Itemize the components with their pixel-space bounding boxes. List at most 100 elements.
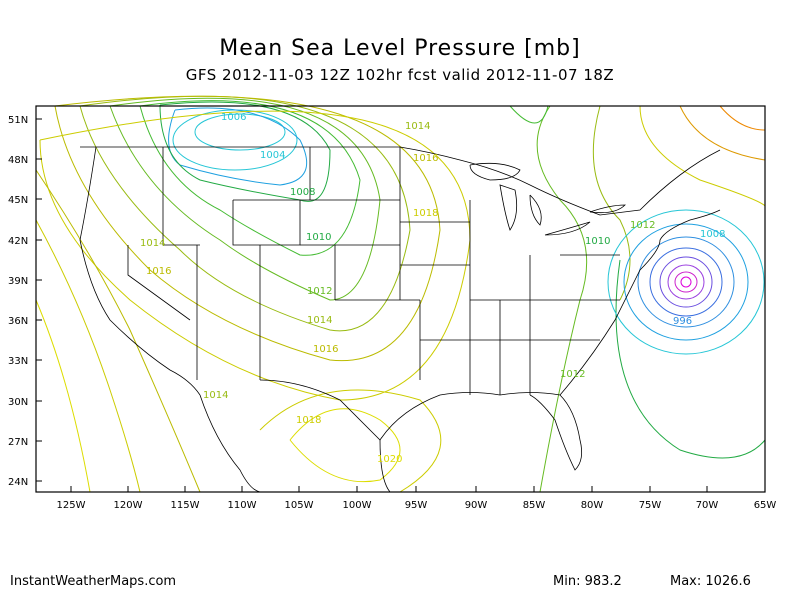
state-line [127,245,191,321]
isobar-storm-3 [637,236,735,328]
contour-label: 1020 [377,454,402,465]
contour-labels: 1006 1004 1008 1010 1012 1014 1016 1018 … [140,112,725,465]
contour-label: 1010 [306,232,331,243]
isobar-storm-outer [615,259,766,459]
max-label-text: Max: [670,574,702,589]
lon-label: 95W [405,500,428,511]
isobar-storm-1 [607,209,765,355]
isobar-maritime-1 [639,105,766,207]
min-label-text: Min: [553,574,581,589]
lon-label: 75W [639,500,662,511]
lat-label: 24N [8,477,28,488]
map-title: Mean Sea Level Pressure [mb] [219,36,581,61]
geography [79,146,721,493]
isobar-west-3 [35,299,91,493]
lon-label: 110W [228,500,257,511]
contour-label: 1018 [413,208,438,219]
contour-label: 1014 [140,238,165,249]
isobar-1020 [289,408,401,483]
lat-label: 33N [8,356,28,367]
contour-label: 1010 [585,236,610,247]
contour-label: 1016 [413,153,438,164]
isobar-storm-5 [659,256,713,308]
min-label: Min: 983.2 [553,574,622,589]
lake-erie [544,221,591,236]
state-line [400,221,520,341]
contour-label: 1014 [203,390,228,401]
us-canada-border [80,146,721,216]
west-coast [79,146,201,396]
lat-label: 36N [8,316,28,327]
lon-label: 90W [465,500,488,511]
lon-label: 105W [285,500,314,511]
contour-label: 1016 [313,344,338,355]
isobar-1018 [39,110,471,401]
lat-label: 27N [8,437,28,448]
lat-axis: 51N 48N 45N 42N 39N 36N 33N 30N 27N 24N [8,115,42,488]
contour-label: 1006 [221,112,246,123]
isobar-1012 [109,97,381,301]
state-line [469,200,531,395]
lat-label: 45N [8,195,28,206]
isobar-east-1014 [592,105,631,301]
isobar-west-2 [35,219,141,493]
lat-label: 30N [8,397,28,408]
gulf-coast-mexico [379,439,391,493]
atlantic-coast [559,209,721,396]
state-line [470,254,620,341]
lake-michigan [499,184,518,231]
isobar-storm-6 [667,264,705,300]
isobar-maritime-3 [719,105,766,131]
lon-label: 65W [754,500,777,511]
isobar-west-1 [35,169,201,493]
isobar-storm-7 [674,271,698,293]
isobar-1016 [54,95,441,362]
isobar-storm-4 [649,247,723,317]
lat-label: 51N [8,115,28,126]
state-line [162,147,200,246]
baja-coast [199,394,261,493]
isobar-1018-south [259,389,442,493]
lon-label: 80W [581,500,604,511]
map-subtitle: GFS 2012-11-03 12Z 102hr fcst valid 2012… [185,66,615,84]
contour-label: 996 [673,316,692,327]
contour-label: 1014 [405,121,430,132]
lon-label: 125W [57,500,86,511]
state-line [300,199,420,301]
contour-label: 1008 [700,229,725,240]
us-mexico-border [259,379,561,441]
contour-label: 1016 [146,266,171,277]
max-label: Max: 1026.6 [670,574,751,589]
state-line [232,199,301,246]
credit-text: InstantWeatherMaps.com [10,574,177,589]
isobar-storm-2 [623,223,749,341]
contour-label: 1008 [290,187,315,198]
isobar-1014 [79,95,411,332]
lake-huron [529,194,542,226]
isobar-ne [509,105,549,124]
lake-superior [469,162,521,181]
isobar-1006-outer [168,107,308,186]
lon-label: 115W [171,500,200,511]
lon-label: 70W [696,500,719,511]
lat-label: 48N [8,155,28,166]
isobar-east-1012 [536,105,588,493]
contour-label: 1018 [296,415,321,426]
florida [529,394,583,471]
contour-label: 1012 [630,220,655,231]
state-line [399,147,421,380]
isobar-1008 [159,101,331,202]
contour-label: 1004 [260,150,285,161]
lon-label: 120W [114,500,143,511]
lat-label: 39N [8,276,28,287]
lon-axis: 125W 120W 115W 110W 105W 100W 95W 90W 85… [57,486,777,511]
contour-lines [35,95,766,493]
contour-label: 1012 [307,286,332,297]
contour-label: 1014 [307,315,332,326]
isobar-storm-8 [680,276,692,288]
min-value: 983.2 [584,574,622,589]
max-value: 1026.6 [705,574,751,589]
lat-label: 42N [8,236,28,247]
isobar-1010 [139,100,361,256]
